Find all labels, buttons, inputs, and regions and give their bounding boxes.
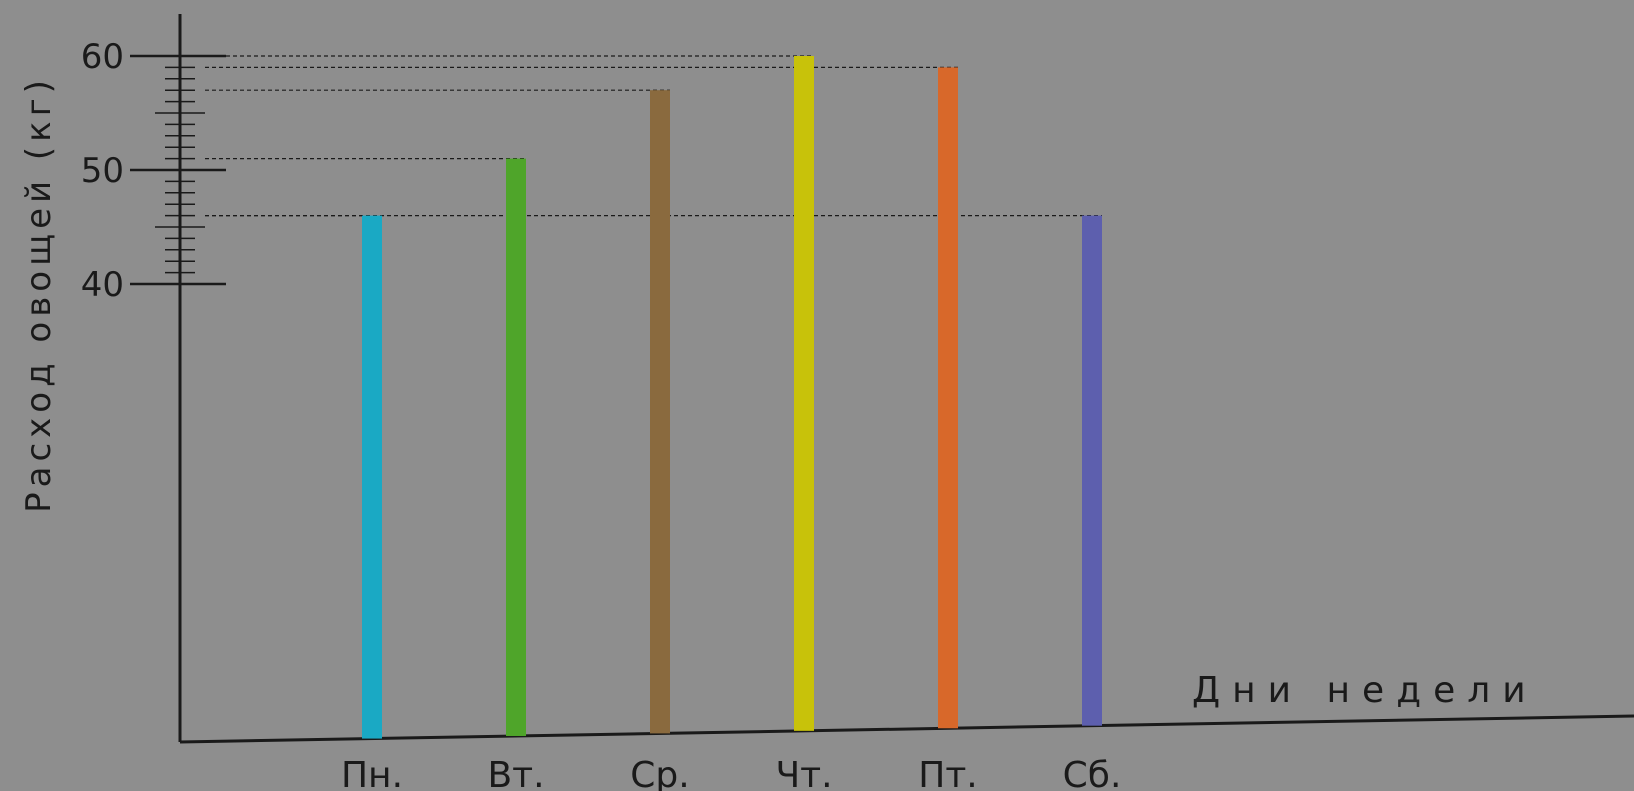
bar-6 [1082,215,1102,726]
x-axis-label: Дни недели [1192,670,1538,711]
y-tick-label: 40 [81,265,124,305]
category-label: Ср. [630,755,689,791]
category-label: Вт. [487,755,544,791]
x-axis-line [179,714,1634,744]
bar-1 [362,215,382,739]
category-label: Сб. [1063,755,1122,791]
y-axis-ticks: 40 50 60 [81,37,226,305]
bar-5 [938,67,958,729]
category-labels: Пн. Вт. Ср. Чт. Пт. Сб. [341,755,1121,791]
bar-4 [794,56,814,731]
bar-3 [650,90,670,734]
bar-2 [506,158,526,736]
category-label: Пн. [341,755,403,791]
category-label: Пт. [918,755,977,791]
category-label: Чт. [775,755,832,791]
bars [362,56,1102,739]
y-tick-label: 60 [81,37,124,77]
y-tick-label: 50 [81,151,124,191]
y-axis-label: Расход овощей (кг) [19,75,59,513]
